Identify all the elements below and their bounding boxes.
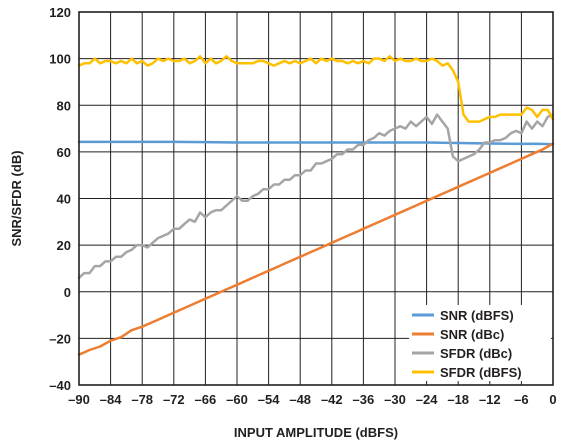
x-tick-label: –54 <box>258 392 280 407</box>
x-tick-label: –66 <box>195 392 217 407</box>
y-tick-labels: –40 –20 0 20 40 60 80 100 120 <box>49 5 71 393</box>
y-tick-label: –20 <box>49 331 71 346</box>
x-tick-label: –6 <box>514 392 528 407</box>
y-tick-label: 40 <box>57 192 71 207</box>
legend-label: SFDR (dBc) <box>440 346 512 361</box>
x-tick-label: –18 <box>447 392 469 407</box>
y-tick-label: 100 <box>49 52 71 67</box>
y-tick-label: –40 <box>49 378 71 393</box>
series-layer <box>77 55 555 356</box>
x-tick-label: –36 <box>353 392 375 407</box>
y-tick-label: 80 <box>57 98 71 113</box>
legend-label: SNR (dBFS) <box>440 308 514 323</box>
legend-box <box>409 305 551 381</box>
y-tick-label: 120 <box>49 5 71 20</box>
y-tick-label: 60 <box>57 145 71 160</box>
x-tick-label: –24 <box>416 392 438 407</box>
x-tick-label: 0 <box>549 392 556 407</box>
x-tick-label: –30 <box>384 392 406 407</box>
x-axis-title: INPUT AMPLITUDE (dBFS) <box>234 425 398 440</box>
y-tick-label: 0 <box>64 285 71 300</box>
x-tick-label: –60 <box>226 392 248 407</box>
x-tick-label: –84 <box>100 392 122 407</box>
series-line-2 <box>77 142 555 356</box>
x-tick-labels: –90 –84 –78 –72 –66 –60 –54 –48 –42 –36 –30 –24 –18–… <box>68 392 556 407</box>
x-tick-label: –42 <box>321 392 343 407</box>
legend: SNR (dBFS) SNR (dBc) SFDR (dBc) SFDR (dBFS) <box>409 305 551 381</box>
x-tick-label: –78 <box>131 392 153 407</box>
series-line-1 <box>77 140 555 146</box>
series-line-3 <box>77 113 555 280</box>
x-tick-label: –48 <box>289 392 311 407</box>
y-axis-title: SNR/SFDR (dB) <box>9 150 24 246</box>
series-line-4 <box>77 55 555 123</box>
x-tick-label: –72 <box>163 392 185 407</box>
x-tick-label: –90 <box>68 392 90 407</box>
plot-frame <box>78 11 554 386</box>
legend-label: SFDR (dBFS) <box>440 365 522 380</box>
y-tick-label: 20 <box>57 238 71 253</box>
x-tick-label: –12 <box>479 392 501 407</box>
legend-label: SNR (dBc) <box>440 327 504 342</box>
